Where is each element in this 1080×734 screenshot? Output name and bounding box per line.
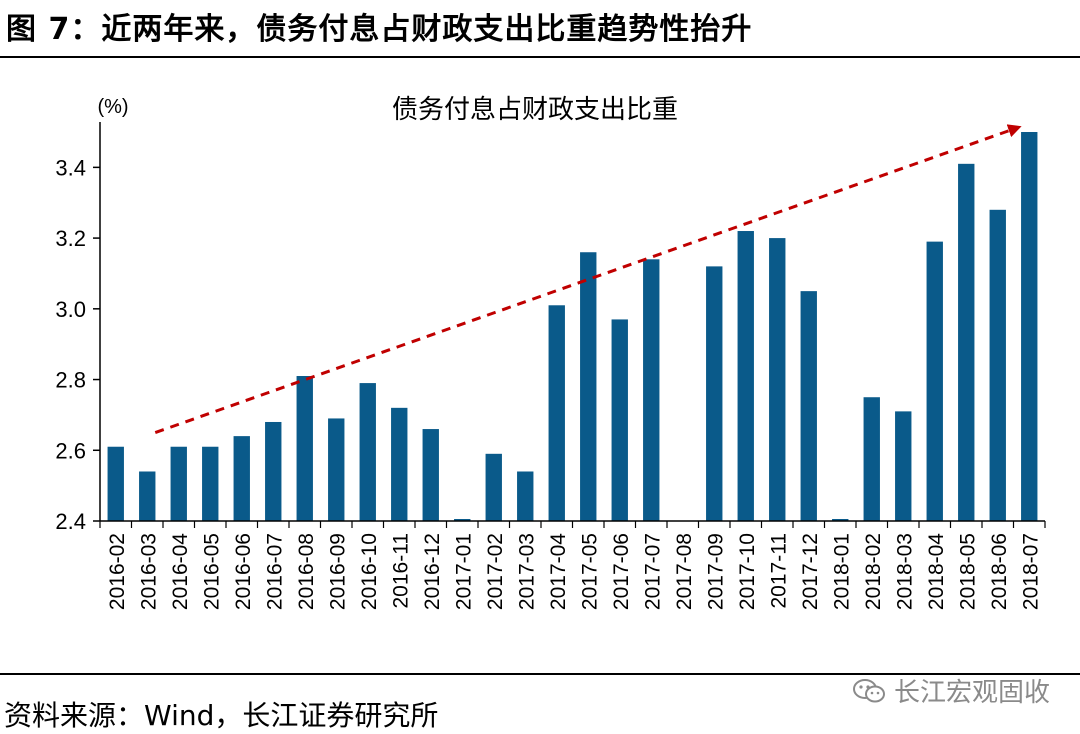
x-tick-label: 2016-02	[106, 533, 129, 610]
x-tick-label: 2017-09	[704, 533, 727, 610]
x-tick-label: 2016-11	[389, 533, 412, 609]
x-tick-label: 2018-03	[893, 533, 916, 610]
x-tick-label: 2017-08	[673, 533, 696, 610]
x-tick-label: 2018-05	[956, 533, 979, 610]
x-tick-label: 2018-02	[862, 533, 885, 610]
bar-2017-07	[643, 259, 660, 521]
bars-group	[107, 132, 1038, 522]
x-tick-label: 2016-06	[232, 533, 255, 610]
y-tick-label: 3.2	[55, 226, 86, 251]
x-tick-label: 2017-12	[799, 533, 822, 610]
bar-2018-03	[895, 411, 912, 521]
x-tick-label: 2016-12	[421, 533, 444, 610]
bar-2016-02	[107, 446, 124, 521]
bar-2018-05	[958, 163, 975, 521]
bar-2016-04	[170, 446, 187, 521]
bar-2017-09	[706, 266, 723, 521]
x-tick-label: 2016-09	[326, 533, 349, 610]
x-tick-label: 2018-07	[1019, 533, 1042, 610]
top-divider	[0, 56, 1080, 58]
bar-2017-10	[737, 231, 754, 521]
bar-2018-01	[832, 519, 849, 521]
y-tick-label: 2.6	[55, 438, 86, 463]
bar-2016-09	[328, 418, 345, 521]
bar-2018-06	[989, 209, 1006, 522]
x-tick-label: 2017-04	[547, 533, 570, 610]
bar-2017-11	[769, 238, 786, 521]
source-note: 资料来源：Wind，长江证券研究所	[4, 699, 439, 732]
trend-arrow	[154, 124, 1022, 435]
y-tick-label: 3.0	[55, 297, 86, 322]
x-tick-label: 2016-05	[200, 533, 223, 610]
x-tick-label: 2016-08	[295, 533, 318, 610]
bar-2016-08	[296, 376, 313, 521]
x-tick-label: 2017-11	[767, 533, 790, 609]
bar-2017-04	[548, 305, 565, 521]
x-tick-label: 2017-03	[515, 533, 538, 610]
bottom-divider	[0, 673, 1080, 675]
bar-chart: 债务付息占财政支出比重 (%) 2.4 2.6 2.8 3.0 3.2 3.4 2016-…	[55, 94, 1046, 610]
bar-2017-02	[485, 453, 502, 521]
x-tick-label: 2018-01	[830, 533, 853, 610]
chart-title: 债务付息占财政支出比重	[392, 94, 678, 124]
bar-2016-06	[233, 436, 250, 521]
bar-2017-03	[517, 471, 534, 521]
figure-title: 图 7：近两年来，债务付息占财政支出比重趋势性抬升	[6, 12, 753, 47]
y-axis-label: (%)	[97, 96, 128, 118]
y-tick-label: 2.8	[55, 368, 86, 393]
bar-2017-06	[611, 319, 628, 521]
x-tick-label: 2018-06	[988, 533, 1011, 610]
x-tick-label: 2016-04	[169, 533, 192, 610]
annotations-group	[154, 124, 1022, 435]
bar-2016-11	[391, 407, 408, 521]
bar-2017-01	[454, 519, 471, 521]
bar-2016-12	[422, 429, 439, 521]
x-tick-label: 2017-05	[578, 533, 601, 610]
watermark-text: 长江宏观固收	[893, 678, 1050, 708]
bar-2016-10	[359, 383, 376, 521]
bar-2017-12	[800, 291, 817, 521]
bar-2018-07	[1021, 132, 1038, 521]
bar-2017-05	[580, 252, 597, 521]
x-axis: 2016-02 2016-03 2016-04 2016-05 2016-06 2016-…	[99, 520, 1046, 610]
bar-2018-02	[863, 397, 880, 521]
x-tick-label: 2017-01	[452, 533, 475, 610]
x-tick-label: 2017-07	[641, 533, 664, 610]
x-tick-label: 2017-02	[484, 533, 507, 610]
bar-2016-05	[202, 446, 219, 521]
y-tick-label: 3.4	[55, 155, 86, 180]
y-axis: 2.4 2.6 2.8 3.0 3.2 3.4	[55, 122, 101, 534]
x-tick-label: 2018-04	[925, 533, 948, 610]
x-tick-label: 2017-06	[610, 533, 633, 610]
wechat-icon	[852, 678, 885, 702]
x-tick-label: 2016-10	[358, 533, 381, 610]
x-tick-label: 2016-03	[137, 533, 160, 610]
bar-2016-07	[265, 421, 282, 521]
y-tick-label: 2.4	[55, 509, 86, 534]
bar-2018-04	[926, 241, 943, 522]
bar-2016-03	[139, 471, 156, 521]
x-tick-label: 2017-10	[736, 533, 759, 610]
x-tick-label: 2016-07	[263, 533, 286, 610]
watermark: 长江宏观固收	[852, 672, 1050, 709]
